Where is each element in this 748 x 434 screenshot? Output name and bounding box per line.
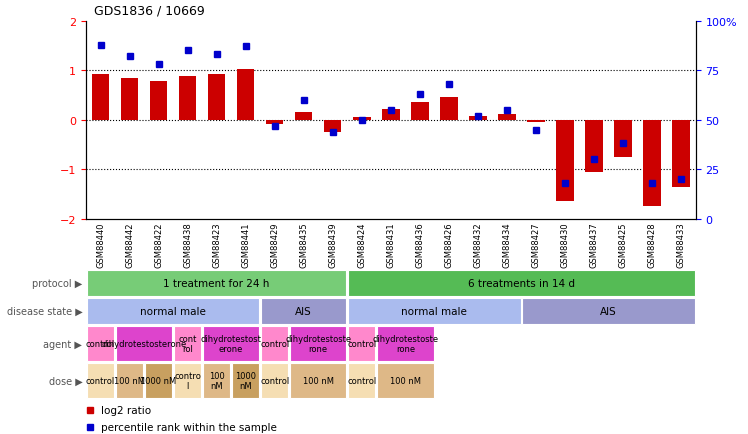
Bar	[377, 364, 434, 398]
Bar	[290, 327, 346, 361]
Bar	[382, 109, 399, 120]
Text: control: control	[260, 376, 289, 385]
Bar	[469, 116, 487, 120]
Text: 6 treatments in 14 d: 6 treatments in 14 d	[468, 278, 575, 288]
Bar	[586, 120, 603, 172]
Text: AIS: AIS	[600, 306, 617, 316]
Bar	[440, 98, 458, 120]
Bar	[527, 120, 545, 123]
Text: normal male: normal male	[402, 306, 468, 316]
Bar	[174, 364, 201, 398]
Bar	[87, 298, 260, 325]
Text: normal male: normal male	[140, 306, 206, 316]
Bar	[261, 298, 346, 325]
Text: 100 nM: 100 nM	[390, 376, 421, 385]
Bar	[290, 364, 346, 398]
Text: log2 ratio: log2 ratio	[101, 405, 151, 414]
Bar	[232, 364, 260, 398]
Bar	[145, 364, 172, 398]
Text: 1000
nM: 1000 nM	[235, 372, 256, 390]
Bar	[261, 364, 289, 398]
Bar	[174, 327, 201, 361]
Bar	[266, 120, 283, 125]
Text: disease state ▶: disease state ▶	[7, 306, 82, 316]
Text: 100 nM: 100 nM	[303, 376, 334, 385]
Bar	[179, 77, 196, 120]
Bar	[116, 364, 143, 398]
Bar	[150, 82, 168, 120]
Bar	[348, 364, 375, 398]
Bar	[87, 327, 114, 361]
Bar	[203, 327, 260, 361]
Bar	[672, 120, 690, 187]
Text: cont
rol: cont rol	[179, 335, 197, 353]
Text: control: control	[260, 339, 289, 349]
Bar	[295, 113, 313, 120]
Text: percentile rank within the sample: percentile rank within the sample	[101, 422, 277, 432]
Text: 100 nM: 100 nM	[114, 376, 145, 385]
Text: dihydrotestoste
rone: dihydrotestoste rone	[285, 335, 352, 353]
Bar	[237, 70, 254, 120]
Bar	[121, 79, 138, 120]
Text: dihydrotestoste
rone: dihydrotestoste rone	[373, 335, 438, 353]
Bar	[324, 120, 342, 133]
Text: control: control	[86, 339, 115, 349]
Text: GDS1836 / 10669: GDS1836 / 10669	[94, 4, 204, 17]
Text: dihydrotestosterone: dihydrotestosterone	[102, 339, 187, 349]
Text: control: control	[347, 339, 376, 349]
Bar	[643, 120, 660, 207]
Bar	[377, 327, 434, 361]
Bar	[116, 327, 172, 361]
Text: agent ▶: agent ▶	[43, 339, 82, 349]
Bar	[203, 364, 230, 398]
Bar	[498, 115, 515, 120]
Text: 1000 nM: 1000 nM	[141, 376, 177, 385]
Bar	[348, 327, 375, 361]
Bar	[261, 327, 289, 361]
Bar	[87, 364, 114, 398]
Bar	[208, 75, 225, 120]
Bar	[348, 298, 521, 325]
Bar	[614, 120, 632, 158]
Text: protocol ▶: protocol ▶	[32, 278, 82, 288]
Text: 100
nM: 100 nM	[209, 372, 224, 390]
Text: 1 treatment for 24 h: 1 treatment for 24 h	[164, 278, 270, 288]
Bar	[411, 103, 429, 120]
Bar	[522, 298, 695, 325]
Text: AIS: AIS	[295, 306, 312, 316]
Bar	[92, 75, 109, 120]
Text: contro
l: contro l	[174, 372, 201, 390]
Text: dihydrotestost
erone: dihydrotestost erone	[200, 335, 262, 353]
Bar	[557, 120, 574, 202]
Bar	[353, 118, 370, 120]
Text: control: control	[86, 376, 115, 385]
Text: dose ▶: dose ▶	[49, 376, 82, 386]
Bar	[87, 270, 346, 296]
Bar	[348, 270, 695, 296]
Text: control: control	[347, 376, 376, 385]
